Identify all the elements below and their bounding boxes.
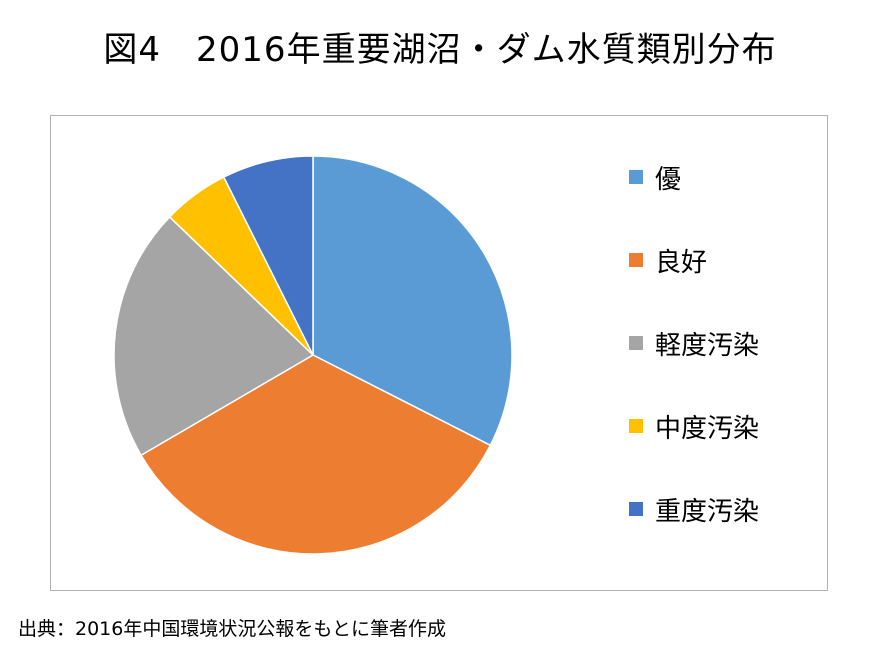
pie-slice-5: [222, 155, 314, 356]
legend-label: 優: [655, 164, 682, 195]
legend-item: 中度汚染: [629, 410, 760, 444]
legend-swatch: [629, 253, 643, 267]
legend-item: 重度汚染: [629, 493, 760, 527]
legend-label: 良好: [655, 247, 708, 278]
source-note: 出典：2016年中国環境状況公報をもとに筆者作成: [18, 618, 446, 640]
legend-label: 軽度汚染: [655, 330, 760, 361]
legend-label: 中度汚染: [655, 413, 760, 444]
legend-swatch: [629, 170, 643, 184]
legend-swatch: [629, 336, 643, 350]
pie-chart: [113, 155, 513, 555]
legend-item: 軽度汚染: [629, 327, 760, 361]
legend-item: 良好: [629, 244, 708, 278]
pie-slice-1: [312, 155, 513, 447]
legend-swatch: [629, 502, 643, 516]
chart-title: 図4 2016年重要湖沼・ダム水質類別分布: [103, 30, 777, 70]
pie-slice-3: [113, 215, 315, 457]
legend-swatch: [629, 419, 643, 433]
legend-label: 重度汚染: [655, 496, 760, 527]
legend-item: 優: [629, 161, 682, 195]
chart-area: 優良好軽度汚染中度汚染重度汚染: [50, 115, 828, 591]
